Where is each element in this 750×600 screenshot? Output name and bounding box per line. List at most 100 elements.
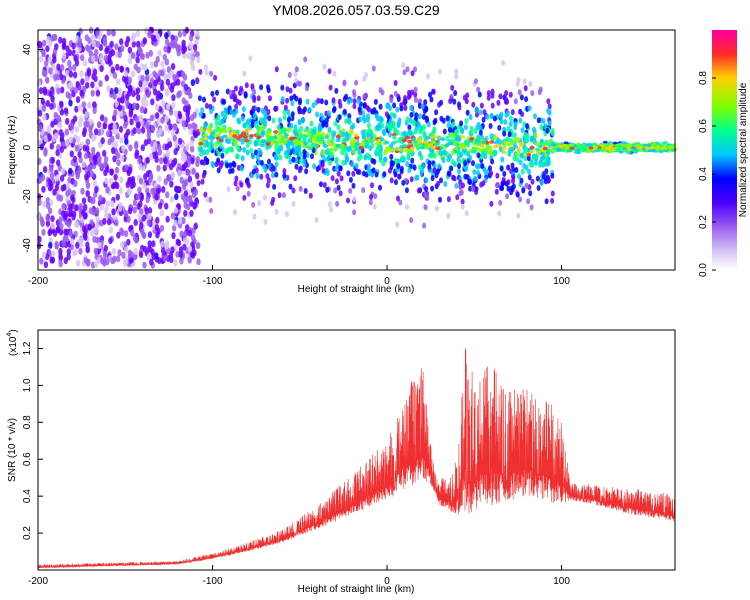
spectrogram-cell (474, 107, 479, 114)
spectrogram-cell (123, 132, 129, 140)
spectrogram-cell (132, 102, 137, 110)
spectrogram-cell (99, 53, 104, 61)
spectrogram-cell (45, 100, 51, 107)
spectrogram-cell (404, 148, 410, 152)
spectrogram-cell (83, 233, 88, 241)
spectrogram-cell (58, 228, 64, 236)
spectrogram-cell (72, 155, 78, 163)
spectrogram-cell (82, 144, 88, 152)
spectrogram-cell (85, 190, 90, 198)
spectrogram-cell (283, 104, 288, 111)
spectrogram-cell (520, 168, 525, 175)
spectrogram-cell (210, 90, 215, 97)
spectrogram-cell (274, 105, 279, 112)
spectrogram-cell (396, 195, 400, 202)
spectrogram-cell (98, 80, 103, 88)
spectrogram-cell (132, 199, 138, 207)
spectrogram-cell (202, 149, 207, 156)
spectrogram-cell (434, 109, 439, 116)
spectrogram-cell (332, 70, 337, 77)
spectrogram-cell (367, 127, 372, 134)
spectrogram-cell (60, 86, 65, 94)
spectrogram-cell (310, 153, 314, 160)
spectrogram-cell (61, 41, 67, 49)
spectrogram-cell (173, 148, 178, 156)
spectrogram-cell (519, 94, 524, 101)
spectrogram-cell (411, 137, 417, 142)
spectrogram-cell (156, 131, 161, 139)
spectrogram-cell (132, 206, 137, 214)
spectrogram-cell (284, 153, 289, 160)
spectrogram-cell (55, 73, 61, 81)
spectrogram-cell (189, 145, 195, 153)
spectrogram-cell (495, 182, 499, 189)
spectrogram-cell (210, 135, 216, 139)
spectrogram-cell (244, 138, 250, 143)
spectrogram-cell (299, 125, 304, 132)
spectrogram-cell (123, 121, 128, 129)
spectrogram-cell (252, 89, 257, 96)
spectrogram-cell (446, 212, 451, 219)
spectrogram-cell (143, 63, 148, 71)
spectrogram-cell (481, 180, 486, 187)
spectrogram-cell (401, 179, 406, 186)
spectrogram-cell (195, 242, 201, 250)
spectrogram-cell (59, 174, 65, 182)
spectrogram-cell (330, 137, 335, 144)
spectrogram-cell (117, 204, 123, 212)
spectrogram-cell (259, 159, 264, 166)
spectrogram-cell (602, 140, 608, 144)
colorbar-tick-label: 0.0 (698, 263, 709, 277)
spectrogram-cell (87, 101, 92, 109)
spectrogram-cell (468, 154, 473, 161)
spectrogram-cell (499, 185, 503, 191)
spectrogram-cell (156, 90, 161, 98)
spectrogram-cell (83, 256, 89, 264)
spectrogram-cell (317, 125, 322, 132)
spectrogram-cell (170, 171, 176, 179)
spectrogram-cell (471, 185, 476, 192)
spectrogram-cell (93, 247, 99, 255)
spectrogram-cell (160, 240, 165, 248)
spectrogram-cell (153, 79, 158, 87)
spectrogram-cell (413, 86, 418, 93)
spectrogram-cell (341, 131, 346, 138)
spectrogram-cell (384, 111, 389, 118)
spectrogram-cell (120, 241, 125, 249)
spectrogram-cell (193, 222, 198, 230)
spectrogram-cell (56, 63, 61, 71)
spectrogram-cell (413, 91, 418, 98)
spectrogram-cell (328, 84, 333, 91)
spectrogram-cell (538, 161, 542, 168)
spectrogram-cell (526, 198, 531, 205)
spectrogram-cell (43, 70, 48, 78)
spectrogram-cell (165, 150, 171, 157)
spectrogram-cell (226, 186, 231, 193)
spectrogram-cell (205, 149, 210, 156)
spectrogram-cell (60, 184, 65, 192)
spectrogram-cell (56, 159, 61, 167)
spectrogram-cell (287, 126, 292, 133)
spectrogram-cell (304, 168, 309, 175)
spectrogram-cell (80, 187, 85, 195)
spectrogram-cell (81, 197, 87, 205)
spectrogram-cell (214, 120, 219, 127)
spectrogram-cell (127, 76, 132, 84)
spectrogram-cell (529, 135, 534, 142)
spectrogram-cell (155, 216, 160, 224)
spectrogram-cell (618, 150, 624, 154)
spectrogram-cell (388, 144, 394, 148)
spectrogram-cell (392, 102, 397, 109)
spectrogram-cell (422, 222, 427, 229)
spectrogram-cell (139, 222, 144, 229)
spectrogram-cell (142, 232, 147, 239)
spectrogram-cell (335, 134, 341, 139)
spectrogram-cell (490, 102, 495, 109)
spectrogram-cell (407, 124, 412, 131)
spectrogram-cell (114, 43, 119, 51)
spectrogram-cell (119, 227, 124, 235)
spectrogram-cell (185, 110, 190, 118)
spectrogram-cell (252, 112, 257, 119)
spectrogram-cell (489, 140, 495, 144)
